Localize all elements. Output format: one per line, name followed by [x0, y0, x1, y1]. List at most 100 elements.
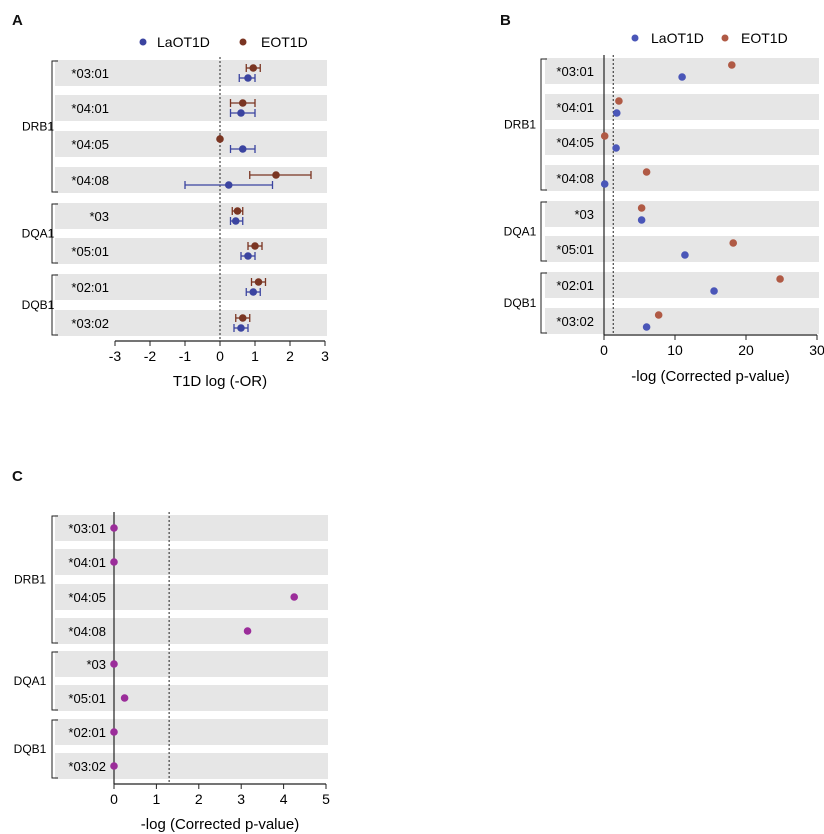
data-point: [615, 97, 623, 105]
legend-label: LaOT1D: [157, 34, 210, 50]
row-band: [55, 274, 327, 300]
allele-label: *05:01: [68, 691, 106, 706]
allele-label: *04:01: [71, 101, 109, 116]
legend-marker: [239, 38, 247, 46]
row-band: [55, 238, 327, 264]
data-point: [233, 207, 242, 215]
x-tick-label: -1: [179, 348, 192, 364]
panel-b-chart: *03:01 *04:01 *04:05 *04:08 *03 *05:01 *02:01 *…: [504, 30, 824, 385]
data-point: [224, 181, 233, 189]
legend-marker: [139, 38, 147, 46]
row-band: [545, 129, 819, 155]
group-bracket: [51, 60, 58, 193]
allele-label: *03:02: [556, 314, 594, 329]
row-band: [545, 272, 819, 298]
data-point: [231, 217, 240, 225]
allele-label: *03:01: [68, 521, 106, 536]
data-point: [272, 171, 280, 179]
row-band: [545, 201, 819, 227]
group-bracket: [540, 58, 547, 191]
x-tick-label: 1: [153, 791, 161, 807]
group-label: DQB1: [504, 296, 537, 310]
data-point: [637, 204, 646, 212]
x-tick-label: 2: [195, 791, 203, 807]
data-point: [612, 144, 620, 152]
data-point: [244, 74, 252, 82]
row-band: [55, 131, 327, 157]
x-tick-label: 5: [322, 791, 330, 807]
data-point: [237, 324, 245, 332]
x-tick-label: 3: [237, 791, 245, 807]
allele-label: *04:08: [556, 171, 594, 186]
data-point: [612, 109, 621, 117]
row-band: [55, 95, 327, 121]
data-point: [642, 168, 651, 176]
data-point: [600, 180, 609, 188]
x-tick-label: 4: [280, 791, 288, 807]
data-point: [728, 61, 736, 69]
group-label: DQA1: [504, 225, 537, 239]
group-label: DQA1: [22, 227, 55, 241]
row-band: [545, 236, 819, 262]
group-label: DQB1: [22, 298, 55, 312]
allele-label: *03: [574, 207, 594, 222]
data-point: [238, 145, 247, 153]
x-axis-label: -log (Corrected p-value): [631, 368, 789, 385]
x-tick-label: 10: [667, 342, 683, 358]
data-point: [249, 64, 258, 72]
group-label: DRB1: [14, 573, 46, 587]
panel-c-chart: *03:01 *04:01 *04:05 *04:08 *03 *05:01 *02:01 *…: [14, 512, 330, 833]
data-point: [120, 694, 129, 702]
x-tick-label: -3: [109, 348, 122, 364]
row-band: [55, 515, 328, 541]
row-band: [55, 549, 328, 575]
allele-label: *03:02: [71, 316, 109, 331]
x-tick-label: 2: [286, 348, 294, 364]
allele-label: *03: [89, 209, 109, 224]
row-band: [545, 165, 819, 191]
allele-label: *03: [86, 657, 106, 672]
data-point: [238, 99, 247, 107]
row-band: [545, 94, 819, 120]
x-axis-label: -log (Corrected p-value): [141, 816, 299, 833]
row-band: [55, 618, 328, 644]
legend-label: EOT1D: [261, 34, 308, 50]
x-axis-label: T1D log (-OR): [173, 373, 267, 390]
x-tick-label: 30: [809, 342, 824, 358]
row-band: [55, 651, 328, 677]
data-point: [710, 287, 718, 295]
group-label: DRB1: [504, 118, 536, 132]
panel-b-label: B: [500, 12, 511, 29]
x-tick-label: -2: [144, 348, 157, 364]
allele-label: *02:01: [71, 280, 109, 295]
data-point: [216, 135, 224, 143]
allele-label: *04:08: [71, 173, 109, 188]
row-band: [55, 310, 327, 336]
data-point: [600, 132, 609, 140]
panel-a-label: A: [12, 12, 23, 29]
allele-label: *04:05: [71, 137, 109, 152]
allele-label: *02:01: [68, 725, 106, 740]
group-bracket: [540, 272, 547, 334]
allele-label: *03:01: [71, 66, 109, 81]
data-point: [110, 728, 118, 736]
panel-a-chart: *03:01 *04:01 *04:05 *04:08 *03 *05:01 *02:01 *…: [22, 34, 329, 390]
group-label: DQB1: [14, 742, 47, 756]
group-label: DRB1: [22, 120, 54, 134]
data-point: [244, 252, 252, 260]
allele-label: *04:05: [556, 135, 594, 150]
data-point: [642, 323, 651, 331]
group-bracket: [540, 201, 547, 262]
group-bracket: [51, 515, 58, 644]
x-tick-label: 20: [738, 342, 754, 358]
panel-c-label: C: [12, 468, 23, 485]
allele-label: *04:01: [68, 555, 106, 570]
group-bracket: [51, 274, 58, 336]
x-tick-label: 1: [251, 348, 259, 364]
data-point: [110, 660, 118, 668]
group-bracket: [51, 651, 58, 711]
data-point: [249, 288, 258, 296]
data-point: [776, 275, 784, 283]
legend-label: EOT1D: [741, 30, 788, 46]
row-band: [55, 203, 327, 229]
